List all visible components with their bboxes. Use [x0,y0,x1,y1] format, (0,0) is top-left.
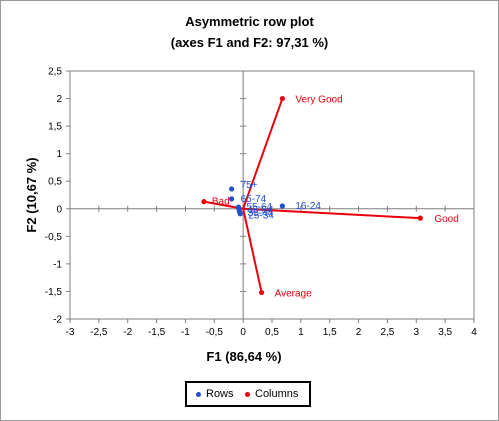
chart-title: Asymmetric row plot [185,14,314,29]
y-tick-label: 2 [56,94,62,105]
column-point [259,289,265,296]
x-tick-label: 2 [356,327,362,338]
row-point-label: 55-64 [247,202,273,213]
x-tick-label: 3 [414,327,420,338]
column-point-label: Good [434,214,458,225]
row-point-label: 65-74 [241,194,267,205]
x-tick-label: 0 [240,327,246,338]
x-tick-label: -0,5 [206,327,224,338]
column-point-label: Very Good [295,95,342,106]
legend-label-columns: Columns [255,388,299,400]
column-ray [242,208,263,293]
x-tick-label: -1 [181,327,190,338]
column-ray [243,207,421,220]
y-axis-label: F2 (10,67 %) [24,157,39,232]
legend-marker-rows [196,391,201,397]
row-point-label: 16-24 [295,201,321,212]
row-point [229,186,235,192]
y-tick-label: -0,5 [45,232,63,243]
y-tick-label: -2 [53,315,62,326]
y-tick-label: -1,5 [45,287,63,298]
y-tick-label: 1 [56,149,62,160]
x-tick-label: 1 [298,327,304,338]
y-tick-label: 0 [56,204,62,215]
legend-item-rows: Rows [196,388,234,400]
x-tick-label: -2 [123,327,132,338]
x-tick-label: -2,5 [90,327,108,338]
legend: Rows Columns [185,381,311,407]
x-tick-label: 2,5 [380,327,394,338]
x-tick-label: 4 [471,327,477,338]
row-point-label: 25-34 [248,211,274,222]
x-tick-label: -1,5 [148,327,166,338]
column-point-label: Average [275,289,313,300]
y-tick-label: 1,5 [48,122,62,133]
row-point [279,203,285,209]
chart-subtitle: (axes F1 and F2: 97,31 %) [170,35,329,50]
x-tick-label: -3 [66,327,75,338]
column-point [417,215,423,221]
row-point-label: 35-44 [248,208,274,219]
y-tick-label: 2,5 [48,67,62,78]
x-tick-label: 1,5 [323,327,337,338]
row-point [229,196,235,202]
x-tick-label: 0,5 [265,327,279,338]
column-ray [242,98,284,210]
row-point-label: 75+ [241,180,258,191]
column-point [279,95,285,102]
y-tick-label: -1 [53,259,62,270]
x-tick-label: 3,5 [438,327,452,338]
row-point-label: 45-54 [247,205,273,216]
legend-label-rows: Rows [206,388,234,400]
legend-item-columns: Columns [245,388,298,400]
column-point [201,199,207,205]
plot-border [69,70,475,320]
row-point [237,211,243,217]
legend-marker-columns [245,391,250,397]
y-tick-label: 0,5 [48,177,62,188]
x-axis-label: F1 (86,64 %) [206,349,281,364]
column-point-label: Bad [212,197,230,208]
